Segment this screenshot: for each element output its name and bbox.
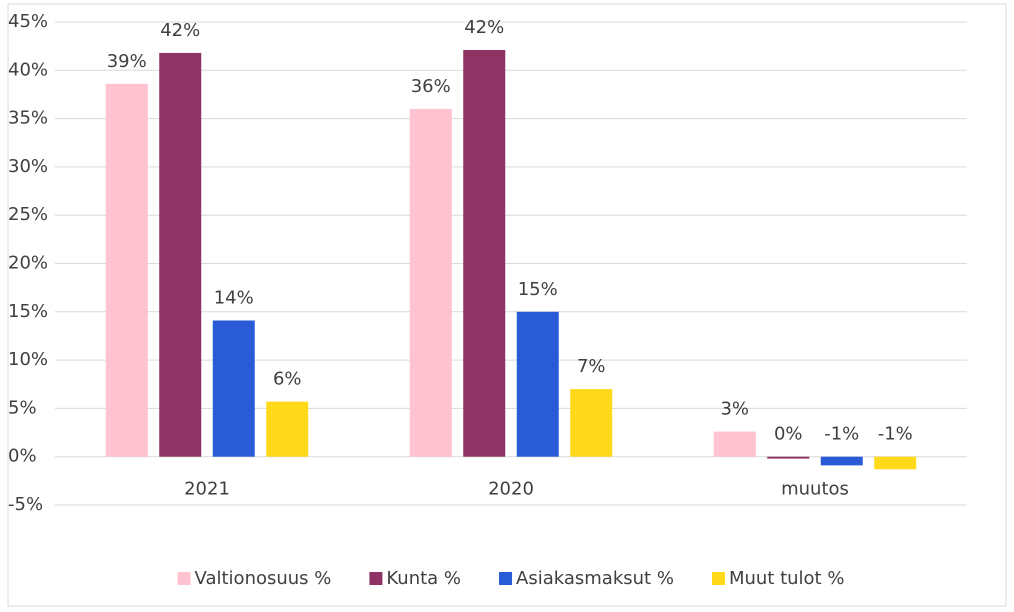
legend-label: Muut tulot % <box>729 568 845 589</box>
legend-label: Asiakasmaksut % <box>516 568 674 589</box>
y-tick-label: 10% <box>8 349 48 370</box>
bar <box>820 456 863 466</box>
value-label: 6% <box>273 369 302 390</box>
value-label: 42% <box>464 17 504 38</box>
value-label: -1% <box>878 424 913 445</box>
bar <box>266 401 309 457</box>
value-label: 7% <box>577 356 606 377</box>
value-label: 3% <box>720 399 749 420</box>
legend-swatch <box>499 572 513 585</box>
y-tick-label: 0% <box>8 446 37 467</box>
legend-label: Valtionosuus % <box>195 568 332 589</box>
bar <box>212 320 255 457</box>
value-label: 15% <box>518 279 558 300</box>
bar <box>713 431 756 457</box>
bar <box>409 108 452 457</box>
value-label: 36% <box>411 76 451 97</box>
y-tick-label: 45% <box>8 11 48 32</box>
legend-swatch <box>177 572 191 585</box>
bar <box>516 311 559 457</box>
y-tick-label: -5% <box>8 494 43 515</box>
value-label: 14% <box>214 287 254 308</box>
value-label: -1% <box>824 424 859 445</box>
y-tick-label: 35% <box>8 108 48 129</box>
y-tick-label: 20% <box>8 253 48 274</box>
x-tick-label: muutos <box>781 479 849 500</box>
legend-swatch <box>369 572 383 585</box>
bar <box>570 389 613 457</box>
bar <box>463 50 506 457</box>
x-tick-label: 2021 <box>184 479 230 500</box>
value-label: 39% <box>107 51 147 72</box>
y-tick-label: 30% <box>8 156 48 177</box>
chart-frame <box>7 3 1007 607</box>
x-tick-label: 2020 <box>488 479 534 500</box>
y-tick-label: 40% <box>8 59 48 80</box>
y-tick-label: 15% <box>8 301 48 322</box>
value-label: 42% <box>160 20 200 41</box>
bar <box>159 52 202 457</box>
legend-swatch <box>711 572 725 585</box>
legend-label: Kunta % <box>386 568 461 589</box>
y-tick-label: 5% <box>8 397 37 418</box>
value-label: 0% <box>774 424 803 445</box>
bar <box>105 83 148 457</box>
bar <box>767 456 810 459</box>
y-tick-label: 25% <box>8 204 48 225</box>
bar <box>874 456 917 470</box>
